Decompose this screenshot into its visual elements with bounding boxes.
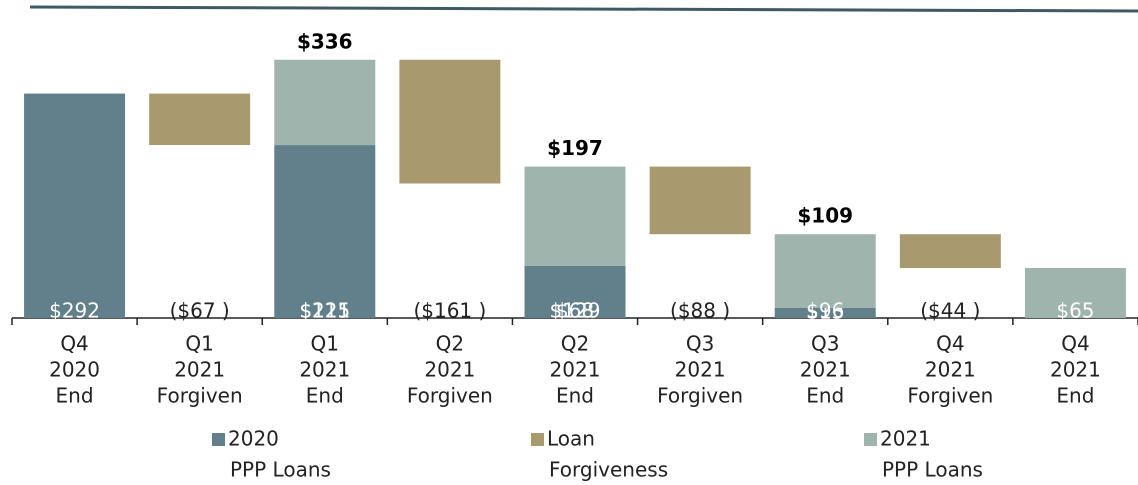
value-label: $129 xyxy=(550,299,601,323)
bar xyxy=(399,59,501,184)
value-label: $292 xyxy=(49,299,100,323)
value-label: ($88 ) xyxy=(670,299,730,323)
total-label: $109 xyxy=(797,204,853,228)
bar xyxy=(149,93,251,146)
x-tick-label: 2021 xyxy=(800,358,851,382)
x-tick-label: 2021 xyxy=(424,358,475,382)
legend-label: Loan xyxy=(547,427,595,451)
bar xyxy=(649,166,751,235)
legend-label: 2020 xyxy=(228,427,279,451)
value-label: $96 xyxy=(806,299,844,323)
x-tick-label: Q3 xyxy=(686,332,714,356)
x-tick-label: Forgiven xyxy=(157,384,243,408)
legend-label: 2021 xyxy=(880,427,931,451)
x-tick-label: Q2 xyxy=(436,332,464,356)
bar xyxy=(274,59,376,146)
x-tick-label: Q4 xyxy=(1061,332,1089,356)
bar xyxy=(774,308,876,318)
x-tick-label: Forgiven xyxy=(657,384,743,408)
x-tick-label: 2021 xyxy=(550,358,601,382)
bar xyxy=(1024,268,1126,318)
value-label: $65 xyxy=(1056,299,1094,323)
legend-label: Forgiveness xyxy=(549,458,668,482)
x-tick-label: 2021 xyxy=(925,358,976,382)
x-tick-label: Forgiven xyxy=(407,384,493,408)
x-tick-label: Q1 xyxy=(311,332,339,356)
value-label: $225 xyxy=(299,299,350,323)
total-label: $336 xyxy=(297,29,353,53)
x-tick-label: 2021 xyxy=(299,358,350,382)
x-tick-label: Forgiven xyxy=(907,384,993,408)
top-rule xyxy=(29,5,1138,13)
legend-swatch xyxy=(531,433,544,446)
x-tick-label: End xyxy=(556,384,594,408)
bar xyxy=(774,234,876,309)
value-label: ($44 ) xyxy=(920,299,980,323)
legend-label: PPP Loans xyxy=(230,458,331,482)
bar xyxy=(274,145,376,318)
value-label: $68 xyxy=(556,299,594,323)
x-tick-label: Q3 xyxy=(811,332,839,356)
total-label: $197 xyxy=(547,136,603,160)
legend-swatch xyxy=(212,433,225,446)
x-tick-label: Q1 xyxy=(185,332,213,356)
bar xyxy=(899,234,1001,269)
x-tick-label: 2021 xyxy=(675,358,726,382)
value-label: ($161 ) xyxy=(413,299,486,323)
bar xyxy=(524,265,626,318)
x-tick-label: Q4 xyxy=(936,332,964,356)
x-tick-label: 2021 xyxy=(174,358,225,382)
legend-swatch xyxy=(864,433,877,446)
value-label: $111 xyxy=(299,299,350,323)
x-tick-label: 2020 xyxy=(49,358,100,382)
x-tick-label: Q4 xyxy=(60,332,88,356)
legend-label: PPP Loans xyxy=(882,458,983,482)
x-tick-label: End xyxy=(806,384,844,408)
x-tick-label: 2021 xyxy=(1050,358,1101,382)
x-tick-label: End xyxy=(1056,384,1094,408)
bar xyxy=(24,93,126,318)
bar xyxy=(524,166,626,266)
x-tick-label: Q2 xyxy=(561,332,589,356)
value-label: ($67 ) xyxy=(170,299,230,323)
x-tick-label: End xyxy=(56,384,94,408)
x-tick-label: End xyxy=(306,384,344,408)
